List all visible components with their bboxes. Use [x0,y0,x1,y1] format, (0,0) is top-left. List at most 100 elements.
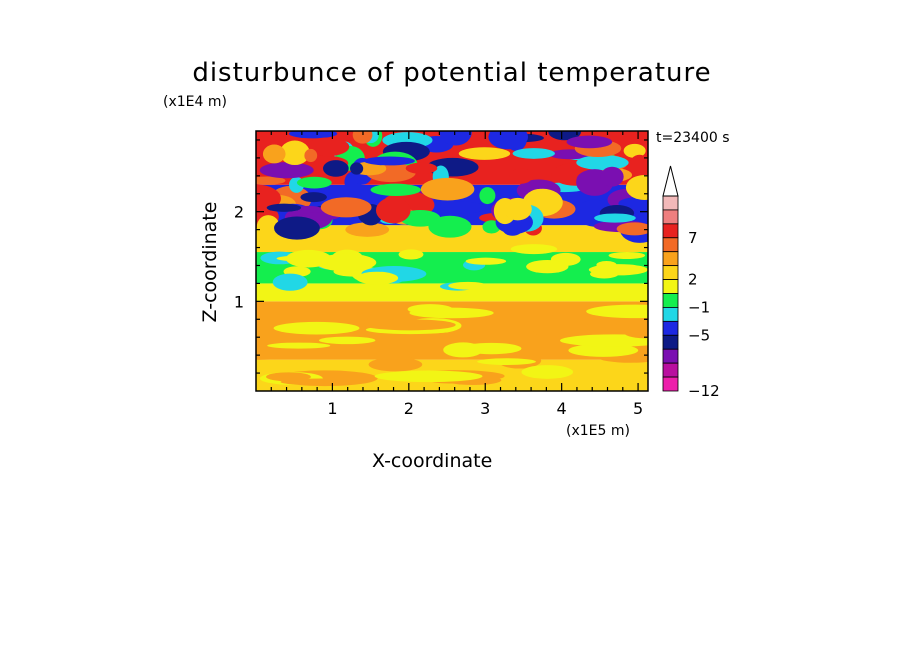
texture-blob [488,131,529,150]
x-tick-label: 4 [557,399,567,418]
texture-blob [509,168,533,184]
y-tick-label: 2 [234,203,244,222]
texture-blob [435,201,486,214]
texture-blob [375,197,411,224]
colorbar-swatch [662,348,679,364]
colorbar-swatch [662,195,679,211]
texture-blob [608,251,646,260]
texture-blob [623,325,648,339]
texture-blob [324,315,368,322]
colorbar-swatch [662,307,679,322]
texture-blob [363,319,456,331]
texture-blob [586,304,648,319]
colorbar-swatch [662,223,679,239]
texture-blob [296,176,332,189]
texture-blob [285,249,332,268]
texture-blob [566,135,613,149]
x-tick-label: 1 [327,399,337,418]
texture-blob [266,372,311,382]
x-tick-label: 3 [480,399,490,418]
texture-blob [439,131,472,146]
colorbar-label: 7 [688,229,698,247]
x-tick-label: 5 [633,399,643,418]
chart-title: disturbunce of potential temperature [192,58,712,88]
texture-blob [306,137,350,157]
colorbar-label: −5 [688,326,710,344]
texture-blob [300,192,327,203]
texture-blob [405,162,438,174]
texture-blob [477,358,536,366]
colorbar-label: 2 [688,271,698,289]
texture-blob [304,148,318,163]
texture-blob [448,281,488,290]
texture-blob [428,215,472,238]
y-axis-unit: (x1E4 m) [163,94,227,110]
heatmap-texture [256,131,648,387]
texture-blob [594,213,636,223]
colorbar-swatch [662,237,679,253]
heatmap-band-2 [256,283,648,302]
texture-blob [479,187,496,205]
colorbar-swatch [662,279,679,294]
texture-blob [363,156,415,166]
texture-blob [323,160,349,177]
texture-blob [600,166,624,187]
colorbar-label: −1 [688,298,710,316]
texture-blob [400,209,441,227]
texture-blob [256,349,298,360]
colorbar-swatch [662,376,679,392]
x-tick-label: 2 [404,399,414,418]
plot-frame [255,130,649,392]
texture-blob [288,131,338,139]
texture-blob [272,273,308,291]
y-tick-label: 1 [234,292,244,311]
texture-blob [256,215,280,239]
texture-blob [625,175,648,200]
texture-blob [345,222,390,237]
texture-blob [510,244,558,255]
texture-blob [628,154,648,182]
colorbar-swatch [662,265,679,280]
texture-blob [368,357,423,372]
texture-blob [428,335,468,344]
x-axis-label: X-coordinate [372,450,493,472]
time-label: t=23400 s [656,130,730,146]
colorbar-swatch [662,320,679,336]
texture-blob [568,343,639,357]
texture-blob [458,147,511,160]
texture-blob [526,259,569,274]
texture-blob [512,148,555,159]
colorbar-swatch [662,334,679,350]
texture-blob [259,162,314,179]
texture-blob [350,162,364,175]
texture-blob [443,342,483,358]
texture-blob [356,271,399,285]
colorbar-swatch [662,362,679,378]
texture-blob [623,143,646,158]
texture-blob [590,269,619,279]
texture-blob [274,216,320,240]
texture-blob [273,321,360,335]
texture-blob [398,249,424,260]
texture-blob [420,177,475,201]
texture-blob [267,342,331,349]
texture-blob [266,203,302,212]
texture-blob [503,197,532,221]
texture-blob [465,257,507,265]
texture-blob [616,222,648,236]
colorbar-swatch [662,293,679,308]
colorbar-extend-arrow [662,165,679,197]
colorbar-swatch [662,251,679,267]
texture-blob [533,328,574,337]
x-axis-unit: (x1E5 m) [566,423,630,439]
colorbar-label: −12 [688,382,720,400]
texture-blob [584,322,619,332]
texture-blob [576,155,629,171]
texture-blob [370,183,421,196]
texture-blob [262,144,286,164]
texture-blob [409,307,494,319]
texture-blob [352,131,373,144]
texture-blob [560,334,648,347]
